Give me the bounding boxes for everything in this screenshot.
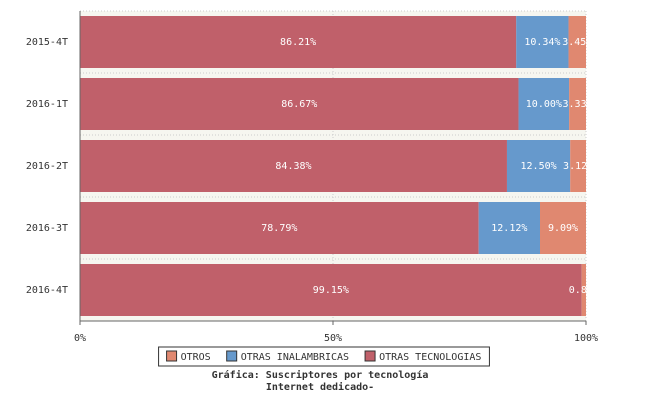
data-label: 12.12% [491,223,527,234]
x-tick-label: 0% [74,333,86,344]
legend-label: OTRAS TECNOLOGIAS [379,352,481,363]
data-labels: 86.21% 10.34% 3.45% 86.67% 10.00% 3.33% 84.38%… [261,37,599,296]
bar-segment [540,202,586,254]
data-label: 99.15% [313,285,349,296]
legend-swatch [166,350,178,362]
x-tick-label: 50% [324,333,342,344]
legend-label: OTROS [181,352,211,363]
legend-swatch [364,350,376,362]
data-label: 10.00% [526,99,562,110]
bar-segment [80,202,479,254]
data-label: 78.79% [261,223,297,234]
bar-segment [80,78,519,130]
data-label: 12.50% [521,161,557,172]
data-label: 0.85% [569,285,599,296]
bar-segment [570,140,586,192]
bar-segment [516,16,569,68]
chart-title: Gráfica: Suscriptores por tecnología [212,369,429,381]
axis-labels: 0% 50% 100% 2015-4T 2016-1T 2016-2T 2016-3T 201… [26,37,598,344]
bar-segment [518,78,570,130]
data-label: 86.21% [280,37,316,48]
bar-segment [506,140,571,192]
data-label: 3.45% [562,37,592,48]
legend: OTROS OTRAS INALAMBRICAS OTRAS TECNOLOGIAS [158,346,490,367]
legend-box [158,346,490,367]
bars [80,16,586,316]
bar-segment [80,140,507,192]
y-tick-label: 2016-1T [26,99,68,110]
data-label: 86.67% [281,99,317,110]
data-label: 10.34% [524,37,560,48]
y-tick-label: 2016-3T [26,223,68,234]
data-label: 84.38% [275,161,311,172]
legend-swatch [226,350,238,362]
bar-segment [478,202,541,254]
bar-segment [80,264,582,316]
data-label: 3.12% [563,161,593,172]
chart-subtitle: Internet dedicado- [266,381,374,393]
data-label: 3.33% [563,99,593,110]
bar-segment [80,16,517,68]
data-label: 9.09% [548,223,578,234]
y-tick-label: 2016-2T [26,161,68,172]
bar-segment [568,16,586,68]
x-tick-label: 100% [574,333,598,344]
y-tick-label: 2016-4T [26,285,68,296]
bar-segment [581,264,586,316]
y-tick-label: 2015-4T [26,37,68,48]
bar-segment [569,78,586,130]
legend-label: OTRAS INALAMBRICAS [241,352,349,363]
